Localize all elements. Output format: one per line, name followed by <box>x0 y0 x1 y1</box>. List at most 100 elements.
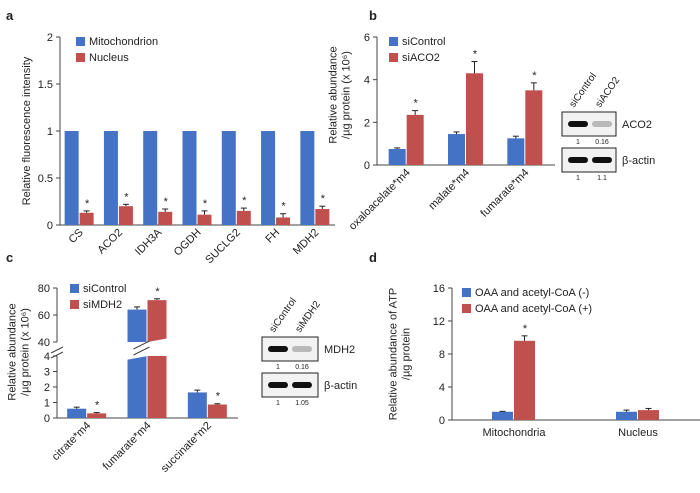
y-tick-label: 16 <box>433 283 445 295</box>
blot-quant: 1.1 <box>597 175 607 182</box>
significance-star: * <box>281 201 286 213</box>
significance-star: * <box>203 198 208 210</box>
significance-star: * <box>523 323 528 335</box>
blot-band <box>268 346 288 352</box>
bar-upper-siMDH2-fumarate*m4 <box>147 300 167 342</box>
bar-Mitochondrion-FH <box>261 131 276 225</box>
legend-label-1: siMDH2 <box>83 299 122 311</box>
x-tick-label: IDH3A <box>133 226 165 258</box>
bar-siACO2-oxaloacelate*m4 <box>406 114 424 165</box>
bar-OAA and acetyl-CoA (-)-Mitochondria <box>492 411 513 420</box>
bar-Nucleus-CS <box>79 212 94 225</box>
y-tick-label: 4 <box>44 351 50 363</box>
significance-star: * <box>242 195 247 207</box>
bar-siControl-citrate*m4 <box>67 408 87 418</box>
y-tick-label: 4 <box>439 382 445 394</box>
blot-band <box>592 157 612 163</box>
blot-panel <box>561 111 617 137</box>
legend-swatch-1 <box>70 300 79 309</box>
y-tick-label: 8 <box>439 349 445 361</box>
bar-Nucleus-ACO2 <box>118 206 133 225</box>
y-tick-label: 2 <box>44 382 50 394</box>
significance-star: * <box>164 196 169 208</box>
y-tick-label: 40 <box>38 337 50 349</box>
y-tick-label: 12 <box>433 316 445 328</box>
y-tick-label: 3 <box>44 367 50 379</box>
x-tick-label: ACO2 <box>95 227 125 257</box>
bar-Mitochondrion-CS <box>64 131 79 225</box>
bar-Mitochondrion-ACO2 <box>103 131 118 225</box>
bar-siACO2-malate*m4 <box>466 73 483 165</box>
x-tick-label: oxaloacelate*m4 <box>347 167 413 233</box>
panel-d: 0 4 8 12 16 * Mitochondria Nucleus Relative abun… <box>388 283 700 439</box>
y-axis-label-1: /µg protein <box>401 328 413 380</box>
y-tick-label: 80 <box>38 283 50 295</box>
y-tick-label: 60 <box>38 310 50 322</box>
panel-c: 01234406080*citrate*m4*fumarate*m4*succi… <box>7 283 358 475</box>
significance-star: * <box>95 400 100 412</box>
legend-label-1: OAA and acetyl-CoA (+) <box>475 303 592 315</box>
bar-siControl-oxaloacelate*m4 <box>388 149 406 165</box>
bar-siMDH2-citrate*m4 <box>87 413 107 418</box>
bar-Nucleus-IDH3A <box>158 211 173 225</box>
blot-protein-label: β-actin <box>622 155 655 167</box>
y-tick-label: 1.5 <box>38 79 53 91</box>
y-tick-label: 0.5 <box>38 173 53 185</box>
y-tick-label: 1 <box>47 126 53 138</box>
y-axis-label-0: Relative abundance of ATP <box>388 288 400 421</box>
bar-siControl-succinate*m2 <box>187 392 207 418</box>
panel-letter-c: c <box>6 250 13 265</box>
bar-lower-siMDH2-fumarate*m4 <box>147 356 167 418</box>
significance-star: * <box>414 98 419 110</box>
panel-a: 0 0.5 1 1.5 2 * CS * ACO2 * IDH3A * OGDH * SUCLG2 * FH * M… <box>21 32 335 266</box>
x-tick-label: SUCLG2 <box>203 227 243 267</box>
bar-Mitochondrion-MDH2 <box>300 131 315 225</box>
blot-band <box>292 382 312 388</box>
significance-star: * <box>532 70 537 82</box>
bar-break-mark <box>133 346 150 356</box>
bar-OAA and acetyl-CoA (+)-Nucleus <box>638 410 659 420</box>
x-tick-label: fumarate*m4 <box>101 420 154 473</box>
bar-Nucleus-FH <box>276 217 291 225</box>
legend-swatch-1 <box>76 53 85 62</box>
blot-quant: 1 <box>576 139 580 146</box>
x-tick-label: OGDH <box>172 227 204 259</box>
blot-protein-label: MDH2 <box>324 344 355 356</box>
bar-Mitochondrion-OGDH <box>182 131 197 225</box>
y-axis-label-0: Relative fluorescence intensity <box>21 56 33 205</box>
y-tick-label: 2 <box>47 32 53 44</box>
legend-label-0: OAA and acetyl-CoA (-) <box>475 287 589 299</box>
y-tick-label: 0 <box>47 220 53 232</box>
bar-Nucleus-MDH2 <box>315 209 330 225</box>
bar-Nucleus-OGDH <box>197 214 212 225</box>
legend-swatch-1 <box>389 53 398 62</box>
blot-lane-label: siMDH2 <box>293 299 323 335</box>
bar-upper-siControl-fumarate*m4 <box>127 309 147 342</box>
y-axis-label-0: Relative abundance <box>328 46 340 143</box>
blot-band <box>592 121 612 127</box>
bar-siControl-malate*m4 <box>448 134 465 165</box>
legend-swatch-0 <box>389 37 398 46</box>
legend-label-0: siControl <box>402 36 445 48</box>
y-tick-label: 4 <box>364 75 370 87</box>
x-tick-label: CS <box>66 227 85 246</box>
x-tick-label: MDH2 <box>291 227 322 258</box>
blot-quant: 1 <box>276 400 280 407</box>
legend-label-1: siACO2 <box>402 52 440 64</box>
bar-Nucleus-SUCLG2 <box>236 210 251 225</box>
y-axis-label-1: /µg protein (x 10⁶) <box>20 308 32 396</box>
legend-label-0: Mitochondrion <box>89 36 158 48</box>
blot-band <box>568 157 588 163</box>
panel-letter-a: a <box>6 8 14 23</box>
x-tick-label: FH <box>263 227 282 246</box>
y-tick-label: 2 <box>364 117 370 129</box>
x-tick-label: citrate*m4 <box>50 420 94 464</box>
x-tick-label: fumarate*m4 <box>478 167 531 220</box>
blot-lane-label: siACO2 <box>593 75 622 110</box>
y-tick-label: 6 <box>364 32 370 44</box>
legend-swatch-0 <box>462 288 471 297</box>
blot-band <box>268 382 288 388</box>
y-tick-label: 0 <box>439 415 445 427</box>
panel-b: 0 2 4 6 * oxaloacelate*m4 * malate*m4 * fumarate*… <box>328 32 656 233</box>
significance-star: * <box>155 286 160 298</box>
